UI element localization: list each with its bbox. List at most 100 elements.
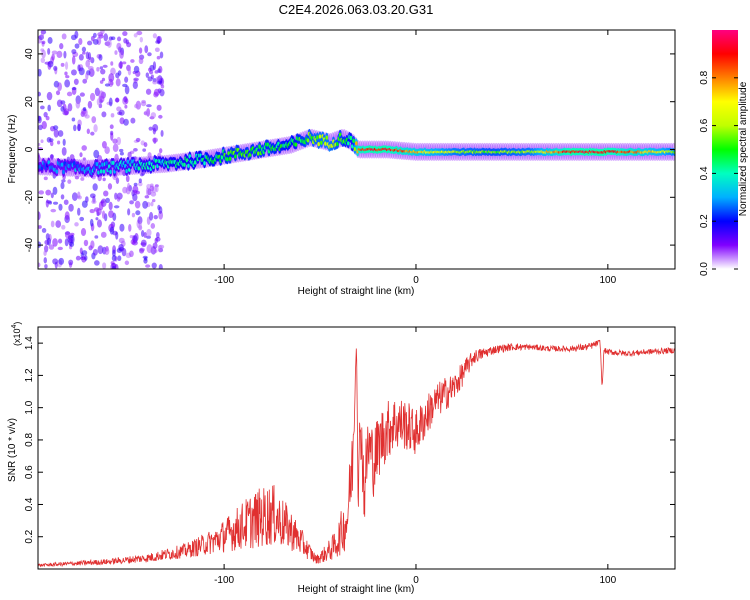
x-tick-label: 100	[600, 275, 617, 286]
heatmap-noise-blob	[91, 116, 97, 124]
heatmap-noise-blob	[41, 227, 47, 233]
heatmap-noise-blob	[127, 151, 132, 158]
heatmap-noise-blob	[99, 80, 104, 84]
heatmap-noise-blob	[97, 32, 104, 37]
heatmap-ridge-core	[234, 154, 237, 159]
heatmap-noise-blob	[53, 125, 59, 130]
heatmap-noise-blob	[159, 51, 164, 59]
y-tick-label: 0	[24, 146, 35, 152]
heatmap-noise-blob	[110, 113, 115, 118]
heatmap-noise-blob	[154, 237, 159, 244]
heatmap-noise-blob	[140, 101, 147, 107]
heatmap-noise-blob	[121, 61, 127, 65]
heatmap-noise-blob	[81, 250, 88, 256]
heatmap-noise-blob	[147, 52, 152, 57]
snr-series-line	[38, 339, 675, 568]
heatmap-noise-blob	[43, 176, 48, 181]
snr-axes: -100 0 100 0.2 0.4 0.6 0.8 1.0 1.2 1.4	[24, 327, 675, 586]
heatmap-noise-blob	[81, 200, 88, 208]
heatmap-noise-blob	[146, 244, 153, 254]
heatmap-noise-blob	[103, 33, 109, 42]
heatmap-noise-blob	[48, 244, 55, 250]
heatmap-noise-blob	[143, 110, 150, 116]
heatmap-noise-blob	[57, 82, 62, 91]
heatmap-ridge-core	[316, 135, 319, 140]
heatmap-noise-blob	[133, 33, 138, 38]
heatmap-noise-blob	[46, 237, 52, 246]
colorbar-ticks: 0.0 0.2 0.4 0.6 0.8	[699, 70, 738, 276]
heatmap-noise-blob	[73, 78, 79, 85]
heatmap-noise-blob	[98, 103, 103, 109]
heatmap-noise-blob	[88, 68, 95, 77]
heatmap-noise-blob	[50, 154, 54, 161]
heatmap-noise-blob	[131, 212, 136, 218]
heatmap-noise-blob	[40, 30, 45, 37]
snr-panel: -100 0 100 0.2 0.4 0.6 0.8 1.0 1.2 1.4 (x104) Hei…	[7, 322, 676, 595]
heatmap-noise-blob	[143, 256, 148, 261]
heatmap-noise-blob	[87, 65, 94, 71]
y-tick-label: 1.2	[24, 368, 35, 382]
heatmap-noise-blob	[129, 200, 134, 205]
heatmap-noise-blob	[128, 223, 132, 232]
heatmap-noise-blob	[113, 205, 120, 209]
heatmap-noise-blob	[123, 96, 128, 103]
heatmap-noise-blob	[52, 186, 58, 196]
heatmap-noise-blob	[90, 35, 95, 42]
heatmap-noise-blob	[45, 116, 50, 121]
heatmap-noise-blob	[64, 79, 71, 88]
heatmap-noise-blob	[96, 67, 100, 72]
heatmap-noise-blob	[101, 210, 106, 219]
heatmap-noise-blob	[101, 111, 107, 118]
heatmap-noise-blob	[71, 87, 77, 91]
heatmap-noise-blob	[40, 48, 45, 52]
y-tick-label: 20	[24, 96, 35, 108]
heatmap-ridge-core	[125, 168, 128, 174]
heatmap-noise-blob	[104, 83, 111, 87]
heatmap-noise-blob	[63, 199, 69, 205]
heatmap-noise-blob	[116, 42, 122, 51]
heatmap-noise-blob	[98, 90, 105, 100]
heatmap-noise-blob	[70, 232, 75, 236]
heatmap-noise-blob	[152, 137, 159, 143]
heatmap-ridge-core	[72, 161, 76, 166]
heatmap-noise-blob	[138, 178, 142, 184]
heatmap-noise-blob	[152, 80, 158, 85]
heatmap-noise-blob	[52, 258, 59, 265]
colorbar: 0.0 0.2 0.4 0.6 0.8 Normalized spectral ampl…	[699, 30, 749, 276]
heatmap-noise-blob	[89, 208, 94, 213]
heatmap-noise-blob	[62, 110, 69, 116]
heatmap-noise-blob	[116, 196, 121, 202]
heatmap-ridge-core	[256, 151, 260, 156]
heatmap-noise-blob	[60, 194, 65, 200]
heatmap-noise-blob	[157, 244, 163, 253]
heatmap-noise-blob	[38, 241, 42, 248]
chart-title: C2E4.2026.063.03.20.G31	[279, 2, 434, 17]
heatmap-noise-blob	[64, 71, 68, 76]
heatmap-noise-blob	[138, 221, 142, 230]
heatmap-ridge-core	[40, 166, 44, 171]
heatmap-noise-blob	[117, 111, 123, 116]
heatmap-noise-blob	[146, 104, 152, 108]
heatmap-noise-blob	[154, 47, 160, 52]
heatmap-ridge-core	[346, 141, 350, 146]
heatmap-noise-blob	[57, 130, 64, 137]
heatmap-noise-blob	[129, 234, 134, 239]
heatmap-noise-blob	[108, 73, 115, 83]
heatmap-noise-blob	[124, 260, 130, 266]
heatmap-noise-blob	[95, 217, 99, 221]
heatmap-ridge-core	[220, 155, 224, 160]
colorbar-tick-label: 0.4	[699, 166, 710, 180]
heatmap-noise-blob	[111, 254, 117, 262]
heatmap-noise-blob	[40, 57, 46, 63]
heatmap-noise-blob	[82, 51, 86, 55]
heatmap-ridge-core	[137, 166, 141, 171]
heatmap-noise-blob	[47, 104, 51, 112]
heatmap-noise-blob	[108, 97, 113, 107]
heatmap-noise-blob	[56, 99, 63, 108]
heatmap-noise-blob	[66, 91, 73, 97]
spectrogram-y-label: Frequency (Hz)	[7, 115, 18, 184]
heatmap-noise-blob	[138, 57, 144, 65]
heatmap-noise-blob	[119, 223, 125, 232]
heatmap-noise-blob	[132, 193, 138, 202]
